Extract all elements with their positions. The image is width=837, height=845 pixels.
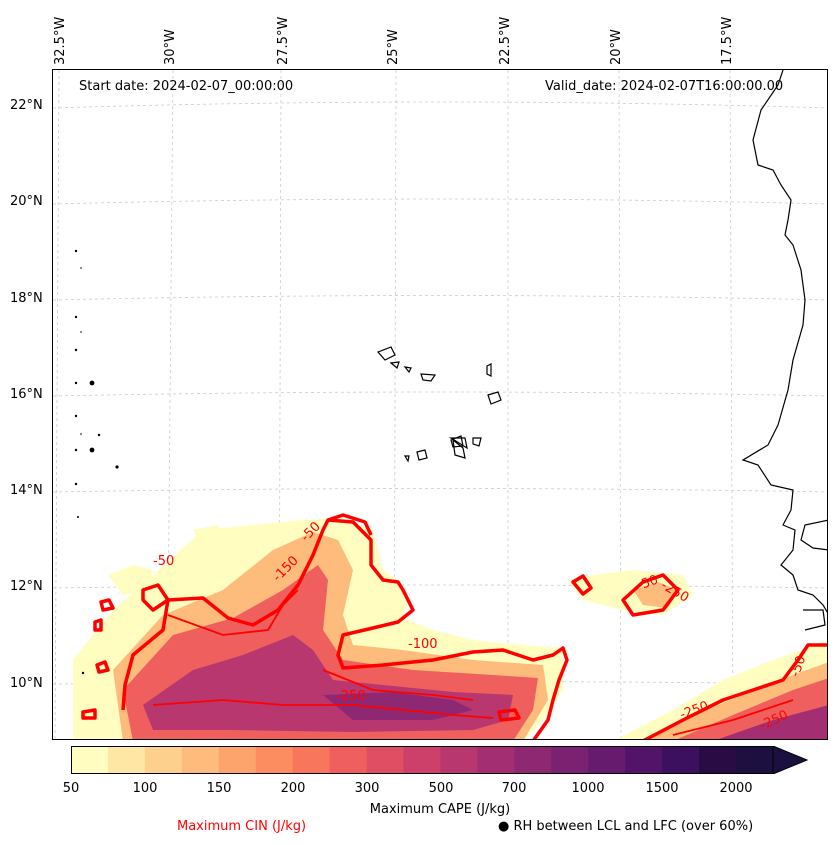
cape-region-northwest-blob <box>193 525 223 548</box>
longitude-label-17-5w: 17.5°W <box>720 16 735 65</box>
cape-verde-islands <box>376 346 502 463</box>
cin-legend-label: Maximum CIN (J/kg) <box>177 819 307 834</box>
colorbar-swatch <box>551 746 589 774</box>
cape-fill-field <box>73 518 827 739</box>
coastline <box>741 70 827 631</box>
colorbar-swatch <box>403 746 441 774</box>
colorbar-extend-arrow <box>773 746 807 774</box>
latitude-label-22n: 22°N <box>10 98 43 113</box>
latitude-label-12n: 12°N <box>10 579 43 594</box>
latitude-label-14n: 14°N <box>10 483 43 498</box>
cin-label: -50 <box>153 554 174 569</box>
cin-contour-east-small <box>571 574 593 596</box>
colorbar-tick: 700 <box>501 781 527 796</box>
colorbar-swatch <box>699 746 737 774</box>
cin-label: -50 <box>788 654 809 679</box>
colorbar-swatch <box>218 746 257 774</box>
colorbar-tick: 1500 <box>645 781 679 796</box>
colorbar-tick: 2000 <box>719 781 753 796</box>
small-island-dots <box>74 249 119 675</box>
cin-contour-bottom-blob <box>497 708 521 722</box>
colorbar-swatch <box>588 746 626 774</box>
colorbar-tick: 100 <box>132 781 158 796</box>
cin-contour-small-a <box>99 598 115 612</box>
cin-contours-thin <box>152 589 794 736</box>
longitude-label-22-5w: 22.5°W <box>498 16 513 65</box>
cin-contour-east-blob <box>621 573 680 617</box>
cin-contour-small-c <box>95 660 110 674</box>
cin-contours <box>81 513 827 739</box>
colorbar-swatch <box>107 746 146 774</box>
cape-layer-magenta-east <box>718 705 827 739</box>
colorbar-swatch <box>181 746 220 774</box>
cin-label: -100 <box>408 637 438 652</box>
cin-contour-small-d <box>81 708 97 720</box>
colorbar-swatch <box>292 746 331 774</box>
colorbar-swatch <box>366 746 405 774</box>
valid-date-label: Valid_date: 2024-02-07T16:00:00.00 <box>545 79 784 94</box>
rh-legend-label: ● RH between LCL and LFC (over 60%) <box>498 819 754 834</box>
colorbar-tick: 150 <box>206 781 232 796</box>
cin-contour-south-east <box>643 643 827 739</box>
cin-contour-north-arm <box>327 513 373 536</box>
colorbar-swatch <box>514 746 552 774</box>
cin-contour-main <box>121 518 569 739</box>
colorbar-title: Maximum CAPE (J/kg) <box>369 802 511 817</box>
map-canvas: -50 -50 -150 -100 -250 -50 -250 -250 -25… <box>53 70 827 739</box>
latitude-label-10n: 10°N <box>10 676 43 691</box>
africa-coastline <box>741 70 827 613</box>
longitude-label-27-5w: 27.5°W <box>276 16 291 65</box>
cape-layer-orange-blob <box>633 582 678 608</box>
cin-contour-small-b <box>93 618 103 632</box>
colorbar-swatch <box>736 746 774 774</box>
cape-region-west-patch <box>108 565 153 595</box>
longitude-label-30w: 30°W <box>163 29 178 65</box>
longitude-label-32-5w: 32.5°W <box>53 16 68 65</box>
colorbar-tick: 500 <box>428 781 454 796</box>
colorbar-swatch <box>662 746 700 774</box>
colorbar-swatch <box>477 746 515 774</box>
colorbar-swatch <box>440 746 478 774</box>
colorbar-swatch <box>71 746 109 774</box>
colorbar-swatch <box>625 746 663 774</box>
colorbar-swatches <box>71 746 774 774</box>
colorbar-tick: 50 <box>62 781 80 796</box>
cin-label: -50 <box>635 573 660 594</box>
colorbar-swatch <box>329 746 368 774</box>
latitude-label-20n: 20°N <box>10 194 43 209</box>
colorbar-swatch <box>255 746 294 774</box>
longitude-label-20w: 20°W <box>609 29 624 65</box>
start-date-label: Start date: 2024-02-07_00:00:00 <box>79 79 294 94</box>
colorbar-swatch <box>144 746 183 774</box>
cin-label: -250 <box>336 689 366 704</box>
latitude-label-16n: 16°N <box>10 387 43 402</box>
cape-colorbar <box>71 746 809 774</box>
cin-contour-west-loop <box>141 583 170 612</box>
colorbar-tick: 200 <box>280 781 306 796</box>
colorbar-tick: 300 <box>354 781 380 796</box>
longitude-label-25w: 25°W <box>386 29 401 65</box>
colorbar-tick: 1000 <box>571 781 605 796</box>
map-panel: -50 -50 -150 -100 -250 -50 -250 -250 -25… <box>52 69 828 740</box>
latitude-label-18n: 18°N <box>10 291 43 306</box>
